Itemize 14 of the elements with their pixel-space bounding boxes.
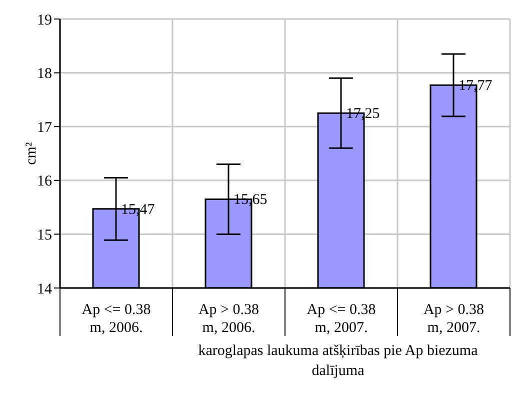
x-tick-label: Ap <= 0.38 m, 2006. [82,302,151,336]
data-label: 17,77 [458,78,493,94]
y-tick-label: 18 [37,66,52,82]
x-tick-label: Ap > 0.38 m, 2006. [198,302,260,336]
y-tick-label: 16 [37,174,52,190]
x-tick-label: Ap > 0.38 m, 2007. [423,302,484,336]
data-label: 17,25 [346,106,380,122]
y-axis-title: cm² [23,142,40,165]
y-tick-label: 19 [37,12,52,28]
x-axis-title: karoglapas laukuma atšķirības pie Ap biezuma dalījuma [197,342,479,381]
x-tick-label: Ap <= 0.38 m, 2007. [306,302,376,336]
y-tick-label: 14 [37,281,52,298]
y-tick-label: 17 [37,120,52,136]
y-tick-label: 15 [37,228,52,244]
